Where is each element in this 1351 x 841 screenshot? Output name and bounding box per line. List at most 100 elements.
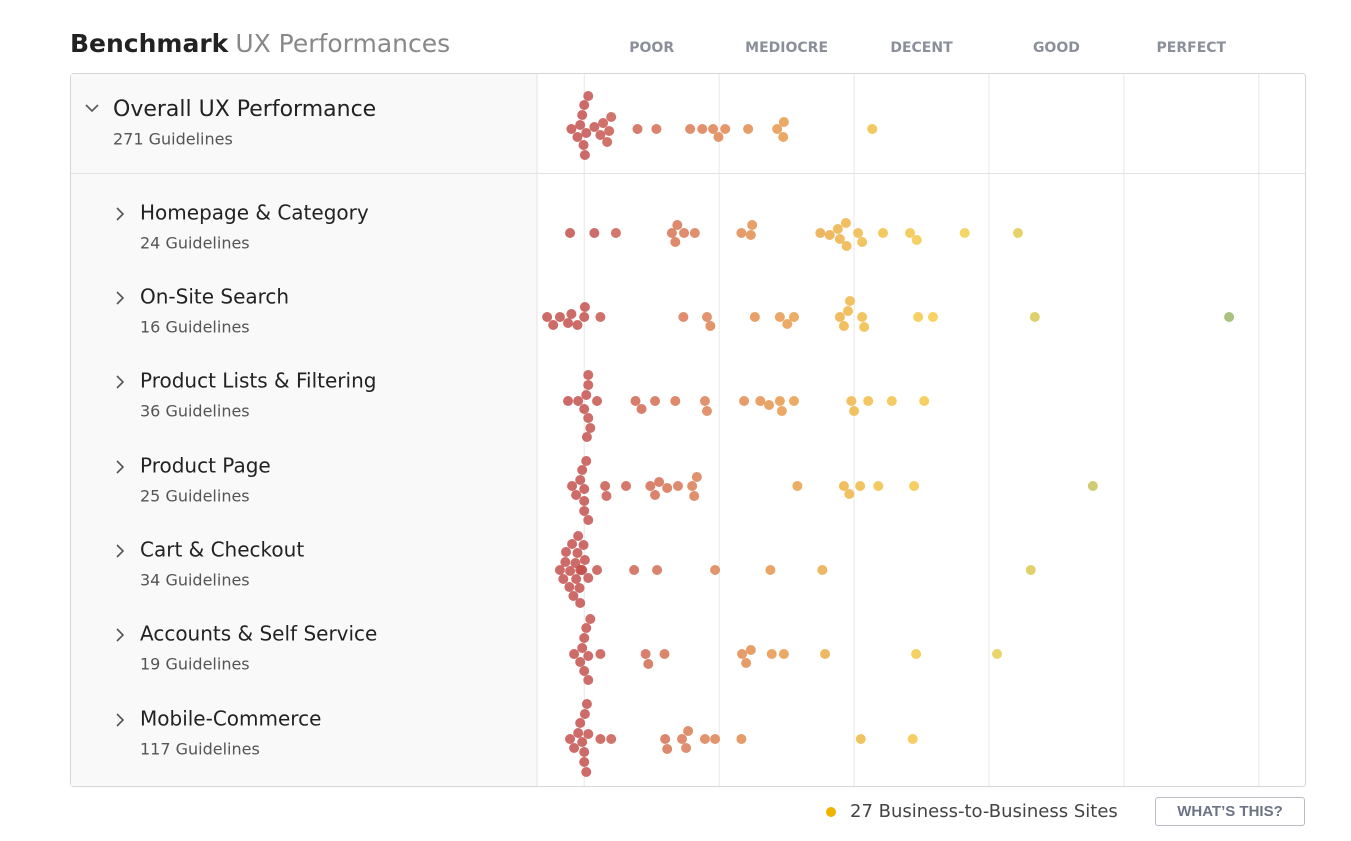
site-dot xyxy=(565,228,576,238)
site-dot xyxy=(579,709,590,719)
site-dot xyxy=(566,124,577,134)
site-dot xyxy=(844,296,855,306)
site-dot xyxy=(765,565,776,575)
chevron xyxy=(116,460,125,474)
site-dot xyxy=(755,396,766,406)
row-count: 25 Guidelines xyxy=(140,487,250,506)
site-dot xyxy=(581,390,592,400)
site-dot xyxy=(598,118,609,128)
site-dot xyxy=(1087,481,1098,491)
chevron xyxy=(116,628,125,642)
site-dot xyxy=(1029,312,1040,322)
x-tick-label: MEDIOCRE xyxy=(745,40,828,56)
site-dot xyxy=(720,124,731,134)
site-dot xyxy=(774,312,785,322)
site-dot xyxy=(863,396,874,406)
site-dot xyxy=(687,481,698,491)
row-title: Accounts & Self Service xyxy=(140,622,377,646)
label-panel xyxy=(71,74,537,786)
site-dot xyxy=(747,220,758,230)
site-dot xyxy=(563,396,574,406)
site-dot xyxy=(778,649,789,659)
site-dot xyxy=(1025,565,1036,575)
site-dot xyxy=(565,566,576,576)
site-dot xyxy=(561,547,572,557)
x-tick-label: PERFECT xyxy=(1157,40,1227,56)
site-dot xyxy=(959,228,970,238)
site-dot xyxy=(589,122,600,132)
row-count: 24 Guidelines xyxy=(140,234,250,253)
site-dot xyxy=(567,481,578,491)
site-dot xyxy=(579,312,590,322)
site-dot xyxy=(670,396,681,406)
site-dot xyxy=(652,565,663,575)
site-dot xyxy=(578,540,589,550)
site-dot xyxy=(745,645,756,655)
site-dot xyxy=(600,481,611,491)
site-dot xyxy=(824,230,835,240)
site-dot xyxy=(575,475,586,485)
chevron xyxy=(116,207,125,221)
site-dot xyxy=(766,649,777,659)
row-count: 117 Guidelines xyxy=(140,740,260,759)
site-dot xyxy=(589,228,600,238)
site-dot xyxy=(778,132,789,142)
site-dot xyxy=(739,396,750,406)
legend-swatch xyxy=(826,807,836,817)
site-dot xyxy=(774,396,785,406)
site-dot xyxy=(595,734,606,744)
site-dot xyxy=(838,321,849,331)
row-title: Homepage & Category xyxy=(140,201,369,225)
site-dot xyxy=(905,228,916,238)
site-dot xyxy=(579,302,590,312)
site-dot xyxy=(602,137,613,147)
site-dot xyxy=(577,110,588,120)
chevron xyxy=(116,544,125,558)
chevron xyxy=(85,104,99,113)
x-tick-label: POOR xyxy=(629,40,674,56)
site-dot xyxy=(907,734,918,744)
site-dot xyxy=(573,728,584,738)
site-dot xyxy=(873,481,884,491)
site-dot xyxy=(581,699,592,709)
site-dot xyxy=(853,228,864,238)
row-count: 19 Guidelines xyxy=(140,655,250,674)
site-dot xyxy=(554,312,565,322)
x-tick-label: GOOD xyxy=(1033,40,1080,56)
site-dot xyxy=(743,124,754,134)
site-dot xyxy=(583,91,594,101)
site-dot xyxy=(842,306,853,316)
site-dot xyxy=(643,659,654,669)
site-dot xyxy=(672,481,683,491)
site-dot xyxy=(741,658,752,668)
site-dot xyxy=(708,124,719,134)
whats-this-button[interactable]: WHAT’S THIS? xyxy=(1155,797,1305,826)
site-dot xyxy=(630,396,641,406)
site-dot xyxy=(610,228,621,238)
site-dot xyxy=(710,565,721,575)
site-dot xyxy=(820,649,831,659)
site-dot xyxy=(592,565,603,575)
site-dot xyxy=(683,726,694,736)
site-dot xyxy=(569,743,580,753)
site-dot xyxy=(841,241,852,251)
site-dot xyxy=(662,744,673,754)
site-dot xyxy=(583,651,594,661)
site-dot xyxy=(705,321,716,331)
site-dot xyxy=(737,649,748,659)
site-dot xyxy=(736,734,747,744)
site-dot xyxy=(592,396,603,406)
site-dot xyxy=(919,396,930,406)
site-dot xyxy=(840,218,851,228)
site-dot xyxy=(583,413,594,423)
site-dot xyxy=(606,112,617,122)
site-dot xyxy=(909,481,920,491)
site-dot xyxy=(817,565,828,575)
site-dot xyxy=(629,565,640,575)
site-dot xyxy=(855,481,866,491)
site-dot xyxy=(568,591,579,601)
site-dot xyxy=(579,150,590,160)
site-dot xyxy=(1012,228,1023,238)
